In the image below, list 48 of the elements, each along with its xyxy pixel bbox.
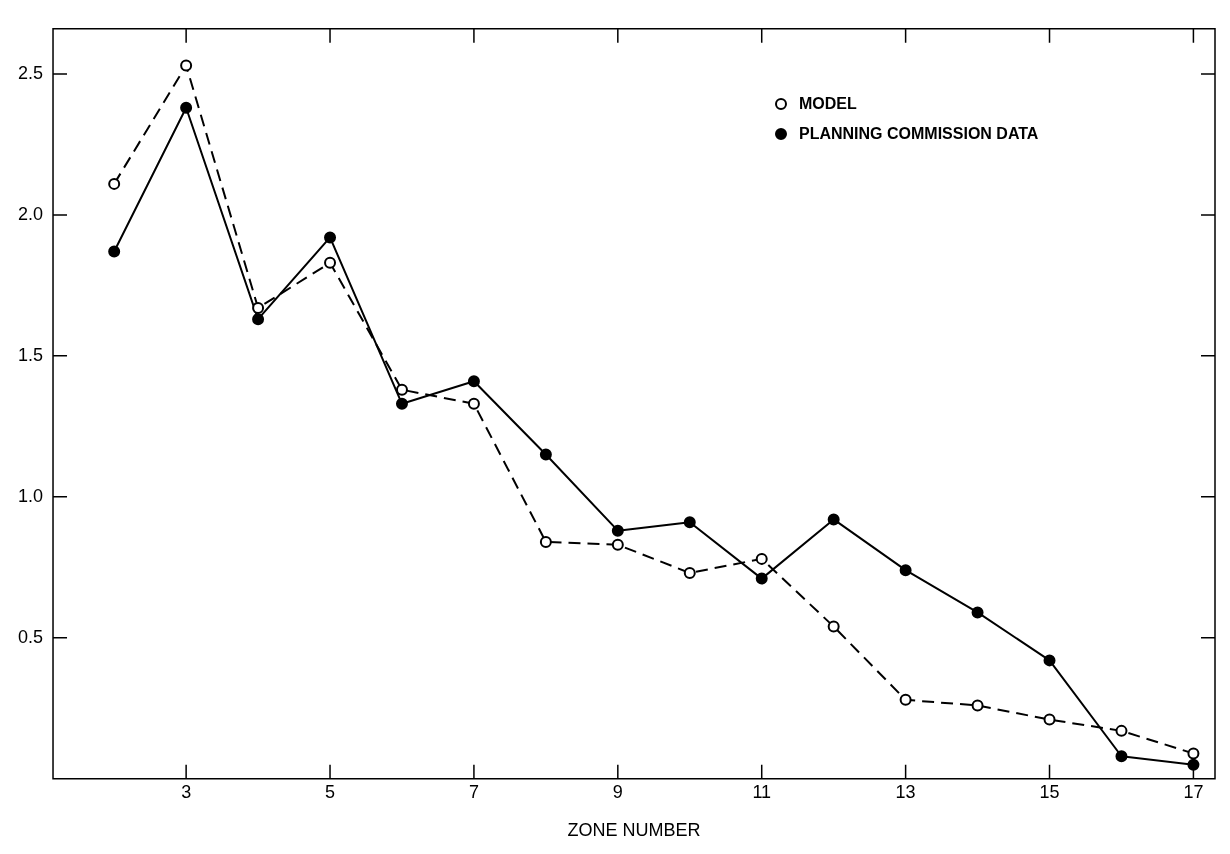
point [324, 231, 337, 244]
point [755, 572, 768, 585]
legend-label: MODEL [799, 93, 857, 114]
point [755, 552, 768, 565]
point [1187, 758, 1200, 771]
y-tick-label: 2.0 [17, 203, 44, 224]
point [1115, 724, 1128, 737]
x-tick-label: 3 [181, 781, 192, 802]
point [611, 538, 624, 551]
x-tick-label: 13 [895, 781, 916, 802]
point [611, 524, 624, 537]
point [467, 397, 480, 410]
point [108, 177, 121, 190]
y-tick-label: 1.5 [17, 344, 44, 365]
point [539, 535, 552, 548]
point [971, 606, 984, 619]
point [1043, 654, 1056, 667]
point [252, 301, 265, 314]
x-tick-label: 11 [752, 781, 772, 802]
y-tick-label: 1.0 [17, 485, 44, 506]
x-tick-label: 7 [468, 781, 479, 802]
legend-label: PLANNING COMMISSION DATA [799, 123, 1039, 144]
point [252, 313, 265, 326]
point [683, 566, 696, 579]
point [899, 693, 912, 706]
point [467, 375, 480, 388]
point [827, 513, 840, 526]
point [1043, 713, 1056, 726]
point [539, 448, 552, 461]
point [971, 699, 984, 712]
point [108, 245, 121, 258]
point [395, 397, 408, 410]
point [180, 59, 193, 72]
point [395, 383, 408, 396]
x-tick-label: 5 [325, 781, 336, 802]
point [180, 101, 193, 114]
x-tick-label: 17 [1183, 781, 1204, 802]
y-tick-label: 0.5 [17, 626, 44, 647]
y-tick-label: 2.5 [17, 62, 44, 83]
point [1115, 750, 1128, 763]
point [1187, 747, 1200, 760]
point [827, 620, 840, 633]
x-tick-label: 15 [1039, 781, 1060, 802]
point [324, 256, 337, 269]
point [899, 564, 912, 577]
x-axis-title: ZONE NUMBER [567, 820, 701, 841]
x-tick-label: 9 [612, 781, 623, 802]
point [683, 516, 696, 529]
